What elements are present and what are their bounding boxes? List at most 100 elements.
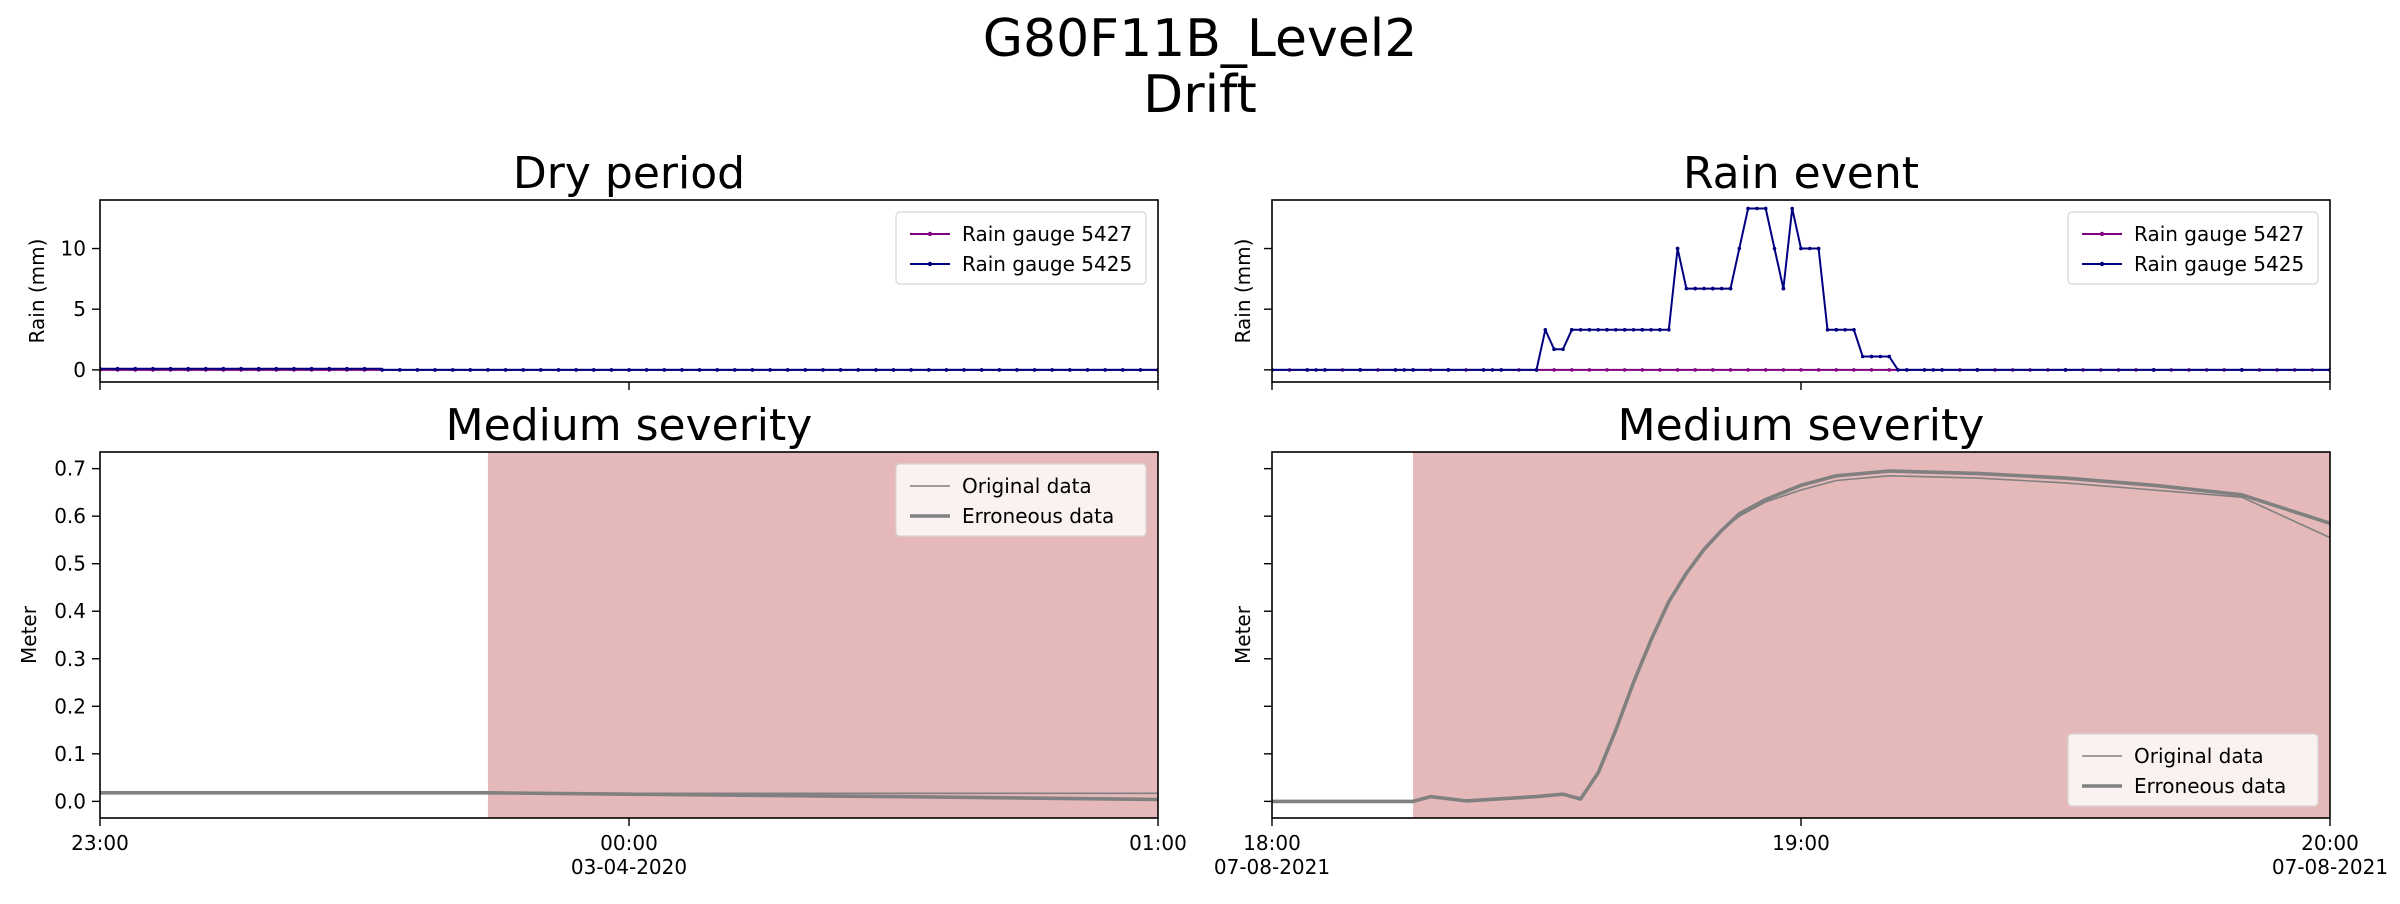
series-marker	[1552, 347, 1556, 352]
series-marker	[1922, 368, 1927, 372]
x-tick-label: 19:00	[1772, 831, 1830, 855]
series-marker	[2151, 368, 2156, 372]
series-marker	[362, 366, 367, 371]
series-marker	[1693, 368, 1697, 372]
x-tick-label: 18:00	[1243, 831, 1301, 855]
y-axis-label: Rain (mm)	[1231, 239, 1255, 344]
panel-title: Medium severity	[446, 400, 813, 451]
legend: Original data Erroneous data	[2067, 733, 2319, 807]
series-marker	[1755, 206, 1759, 211]
series-marker	[1711, 286, 1715, 291]
series-marker	[1808, 246, 1812, 251]
x-tick-label: 00:00	[600, 831, 658, 855]
series-marker	[1825, 328, 1830, 332]
y-axis-label: Meter	[17, 605, 41, 664]
series-marker	[1746, 368, 1750, 372]
panel-title: Medium severity	[1618, 400, 1985, 451]
legend-label: Rain gauge 5427	[962, 222, 1132, 246]
series-marker	[1490, 368, 1495, 372]
series-marker	[151, 366, 155, 371]
series-marker	[1728, 368, 1733, 372]
series-marker	[1614, 328, 1618, 332]
series-marker	[221, 366, 226, 371]
series-marker	[133, 366, 138, 371]
x-tick-sublabel: 07-08-2021	[1214, 855, 1330, 879]
series-marker	[1534, 368, 1539, 372]
y-axis-label: Meter	[1231, 605, 1255, 664]
series-marker	[574, 368, 578, 372]
series-marker	[1649, 328, 1653, 332]
series-marker	[1640, 328, 1645, 332]
series-marker	[556, 368, 561, 372]
y-tick-label: 0.0	[54, 789, 86, 813]
series-marker	[803, 368, 808, 372]
series-marker	[115, 366, 120, 371]
series-marker	[1772, 246, 1777, 251]
series-marker	[1596, 328, 1600, 332]
series-marker	[1816, 368, 1821, 372]
series-marker	[1552, 368, 1556, 372]
series-marker	[1393, 368, 1398, 372]
series-marker	[1015, 368, 1019, 372]
series-marker	[591, 368, 596, 372]
legend-label: Rain gauge 5427	[2134, 222, 2304, 246]
series-marker	[1887, 354, 1891, 359]
series-marker	[1305, 368, 1310, 372]
legend-marker	[2099, 261, 2105, 267]
series-marker	[644, 368, 649, 372]
series-marker	[539, 368, 543, 372]
series-marker	[1103, 368, 1107, 372]
legend-label: Rain gauge 5425	[2134, 252, 2304, 276]
series-marker	[1931, 368, 1936, 372]
series-marker	[1120, 368, 1125, 372]
legend: Original data Erroneous data	[895, 463, 1147, 537]
series-marker	[662, 368, 667, 372]
series-marker	[909, 368, 913, 372]
series-marker	[997, 368, 1002, 372]
series-marker	[345, 366, 349, 371]
y-tick-label: 0.1	[54, 742, 86, 766]
y-tick-label: 0.6	[54, 504, 86, 528]
series-marker	[838, 368, 843, 372]
figure-subtitle: Drift	[1143, 65, 1257, 125]
series-marker	[1323, 368, 1327, 372]
legend: Rain gauge 5427 Rain gauge 5425	[895, 211, 1147, 285]
series-marker	[715, 368, 719, 372]
series-line-2	[100, 790, 1158, 802]
series-marker	[168, 366, 173, 371]
series-marker	[1658, 328, 1662, 332]
series-marker	[1085, 368, 1090, 372]
series-marker	[1799, 368, 1803, 372]
series-marker	[1834, 368, 1839, 372]
x-tick-sublabel: 07-08-2021	[2272, 855, 2388, 879]
series-marker	[927, 368, 931, 372]
series-marker	[2240, 368, 2244, 372]
y-tick-label: 0.7	[54, 457, 86, 481]
legend-label: Erroneous data	[962, 504, 1114, 528]
series-marker	[1711, 368, 1715, 372]
series-marker	[1684, 286, 1689, 291]
series-marker	[1781, 286, 1786, 291]
series-marker	[1587, 328, 1592, 332]
series-marker	[1905, 368, 1909, 372]
series-marker	[1499, 368, 1503, 372]
legend-label: Original data	[2134, 744, 2264, 768]
series-marker	[1561, 347, 1565, 352]
legend-marker	[927, 231, 933, 237]
series-marker	[433, 368, 437, 372]
panel-title: Rain event	[1683, 148, 1919, 199]
legend-box	[895, 463, 1147, 537]
series-marker	[1869, 354, 1874, 359]
series-marker	[1622, 368, 1627, 372]
series-marker	[856, 368, 860, 372]
series-marker	[627, 368, 631, 372]
series-marker	[1702, 286, 1706, 291]
series-marker	[1314, 368, 1318, 372]
series-marker	[468, 368, 473, 372]
series-marker	[697, 368, 702, 372]
series-marker	[1570, 368, 1574, 372]
series-marker	[1578, 328, 1583, 332]
series-marker	[1746, 206, 1750, 211]
